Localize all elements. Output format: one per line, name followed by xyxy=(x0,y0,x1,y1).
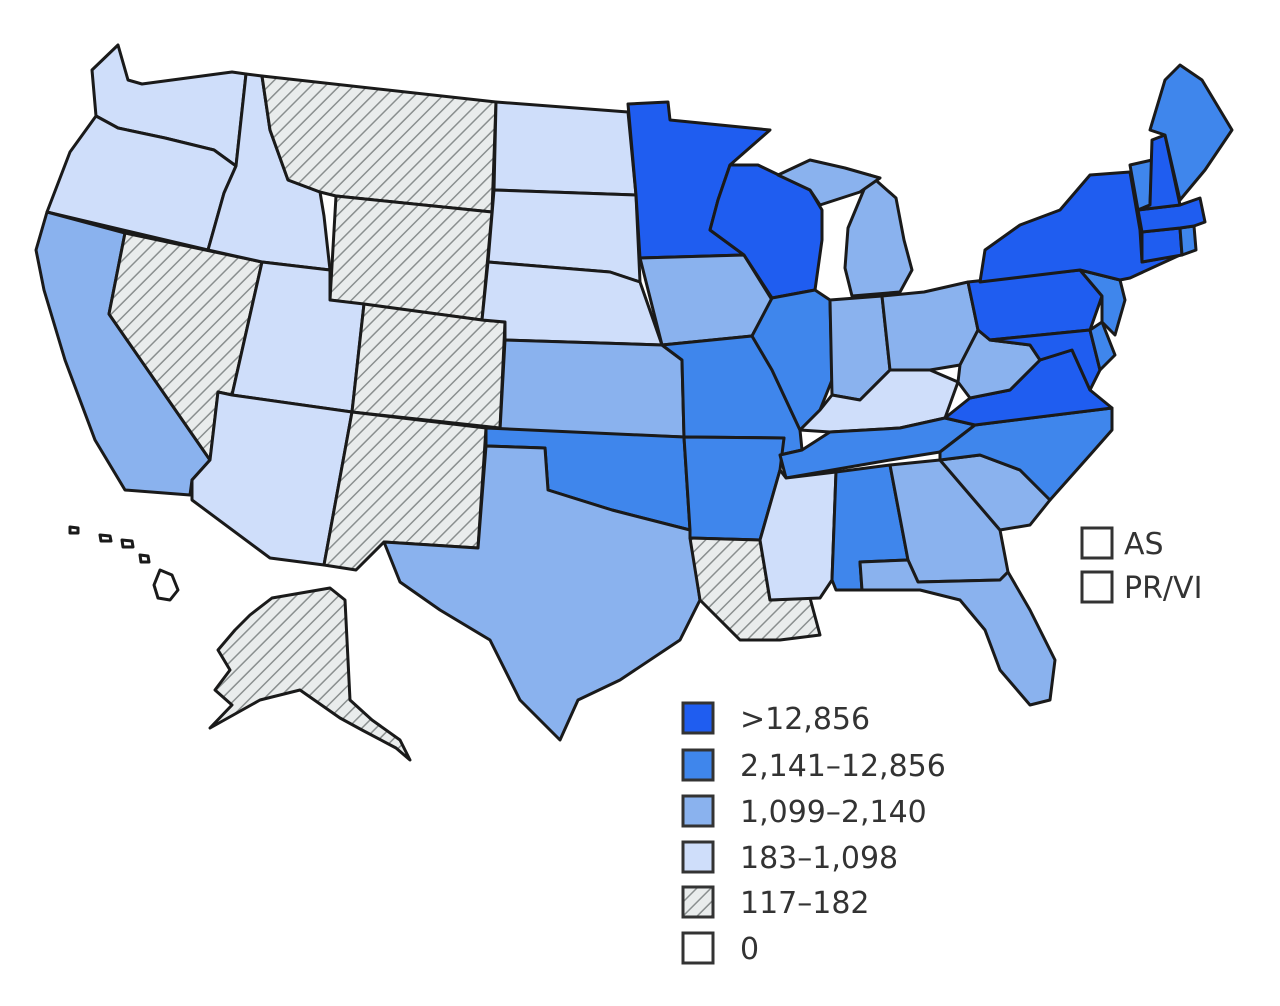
state-delaware xyxy=(1088,320,1117,372)
map-legend: >12,856 2,141–12,856 1,099–2,140 183–1,0… xyxy=(681,701,946,967)
legend-item: 2,141–12,856 xyxy=(681,748,946,784)
territory-as-swatch xyxy=(1080,526,1114,560)
legend-item: >12,856 xyxy=(681,701,870,737)
legend-item: 117–182 xyxy=(681,885,870,921)
territory-pr-vi-label: PR/VI xyxy=(1124,571,1202,606)
legend-swatch xyxy=(681,794,715,828)
legend-label: 183–1,098 xyxy=(740,841,898,876)
state-maine xyxy=(1148,63,1234,202)
legend-label: 0 xyxy=(740,932,759,967)
legend-label: >12,856 xyxy=(740,702,870,737)
legend-swatch xyxy=(681,931,715,965)
state-michigan xyxy=(843,173,914,298)
legend-label: 2,141–12,856 xyxy=(740,749,946,784)
legend-swatch xyxy=(681,701,715,735)
state-north-dakota xyxy=(492,100,638,197)
state-kansas xyxy=(498,338,686,439)
territory-as: AS xyxy=(1080,526,1164,562)
state-rhode-island xyxy=(1178,224,1198,257)
state-connecticut xyxy=(1140,226,1184,264)
legend-label: 1,099–2,140 xyxy=(740,795,927,830)
legend-item: 1,099–2,140 xyxy=(681,794,927,830)
territory-pr-vi: PR/VI xyxy=(1080,570,1202,606)
state-massachusetts xyxy=(1136,196,1207,234)
state-florida xyxy=(858,558,1057,707)
states-layer xyxy=(34,43,1234,762)
state-hawaii xyxy=(68,525,180,602)
legend-item: 0 xyxy=(681,931,759,967)
legend-item: 183–1,098 xyxy=(681,840,898,876)
legend-swatch xyxy=(681,885,715,919)
legend-swatch xyxy=(681,840,715,874)
state-alaska xyxy=(208,586,412,762)
territory-as-label: AS xyxy=(1124,527,1164,562)
state-michigan-upper xyxy=(776,158,882,207)
state-colorado xyxy=(350,302,507,430)
state-texas xyxy=(382,444,702,742)
legend-swatch xyxy=(681,748,715,782)
territories-legend: AS PR/VI xyxy=(1080,526,1202,606)
territory-pr-vi-swatch xyxy=(1080,570,1114,604)
legend-label: 117–182 xyxy=(740,886,870,921)
